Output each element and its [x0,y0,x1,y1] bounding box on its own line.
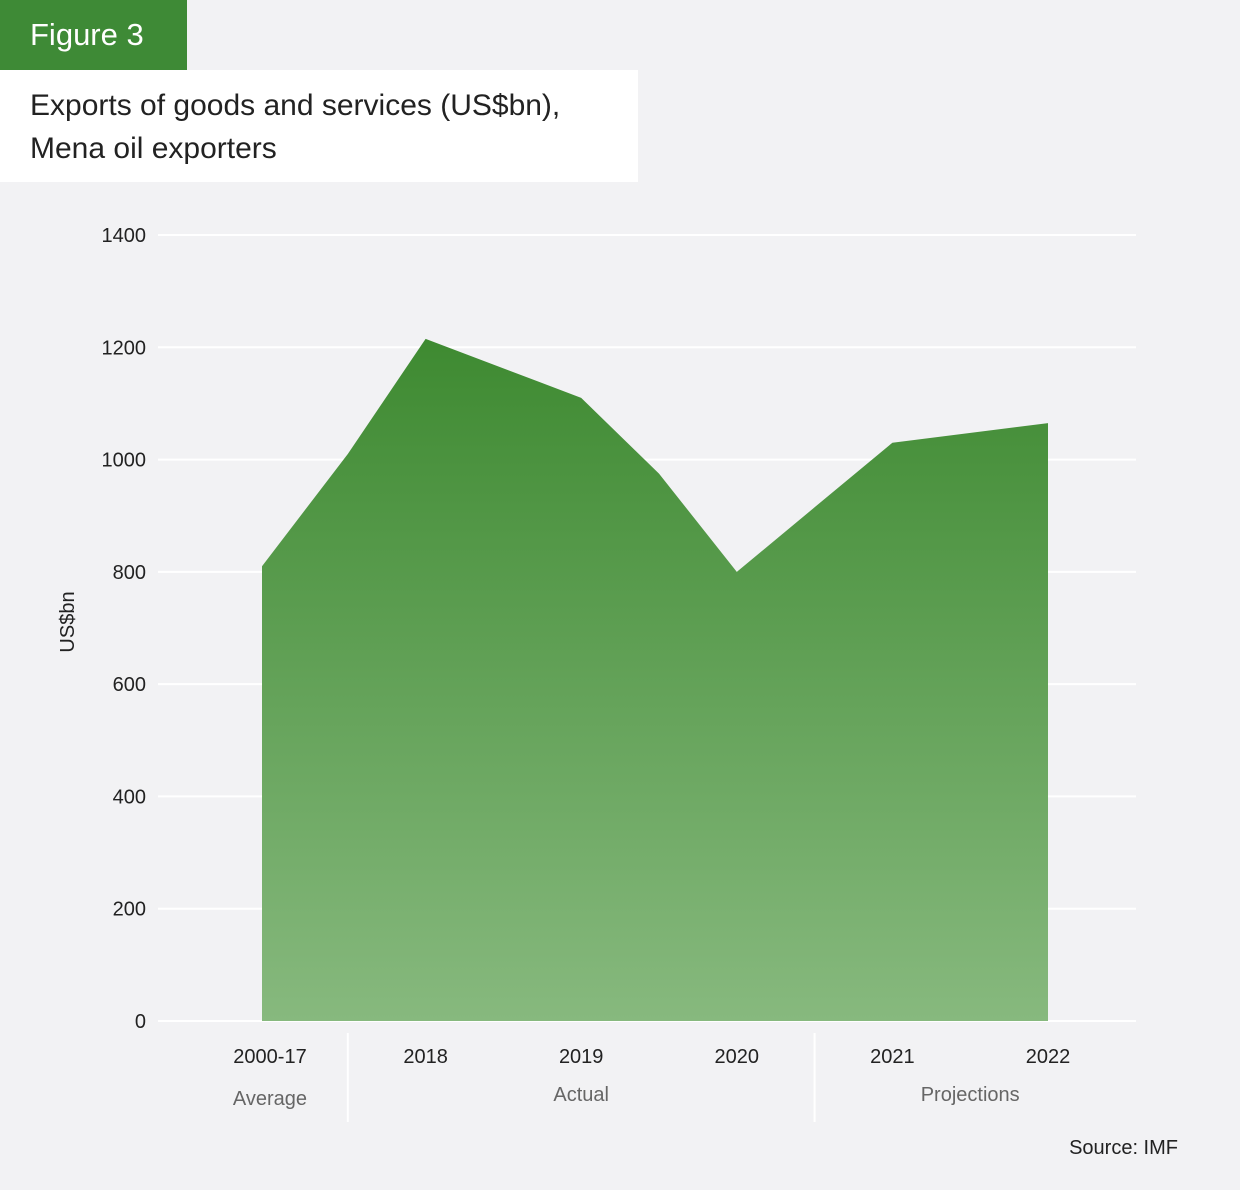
chart-title-line-1: Exports of goods and services (US$bn), [30,89,561,122]
chart-title-line-2: Mena oil exporters [30,132,277,165]
y-axis-label: US$bn [57,591,79,652]
y-tick-label: 600 [113,674,146,696]
x-tick-label: 2000-17 [233,1046,306,1068]
chart-title-box: Exports of goods and services (US$bn), M… [0,70,638,182]
x-tick-label: 2020 [715,1046,760,1068]
x-tick-label: 2019 [559,1046,604,1068]
y-axis-ticks: 0 200 400 600 800 1000 1200 1400 [102,225,147,1033]
source-note: Source: IMF [1069,1137,1178,1159]
y-tick-label: 1200 [102,337,147,359]
y-tick-label: 800 [113,562,146,584]
area-fill [262,338,1048,1022]
x-tick-label: 2018 [403,1046,448,1068]
y-tick-label: 1000 [102,450,147,472]
x-group-label: Average [233,1088,307,1110]
x-group-label: Actual [553,1084,609,1106]
x-axis-groups: Average Actual Projections [233,1033,1020,1122]
x-tick-label: 2021 [870,1046,915,1068]
figure-label: Figure 3 [0,0,187,70]
y-tick-label: 0 [135,1011,146,1033]
x-group-label: Projections [921,1084,1020,1106]
y-tick-label: 200 [113,899,146,921]
x-axis-ticks: 2000-17 2018 2019 2020 2021 2022 [233,1046,1070,1068]
x-tick-label: 2022 [1026,1046,1071,1068]
area-series [262,338,1048,1022]
y-tick-label: 400 [113,786,146,808]
y-tick-label: 1400 [102,225,147,247]
